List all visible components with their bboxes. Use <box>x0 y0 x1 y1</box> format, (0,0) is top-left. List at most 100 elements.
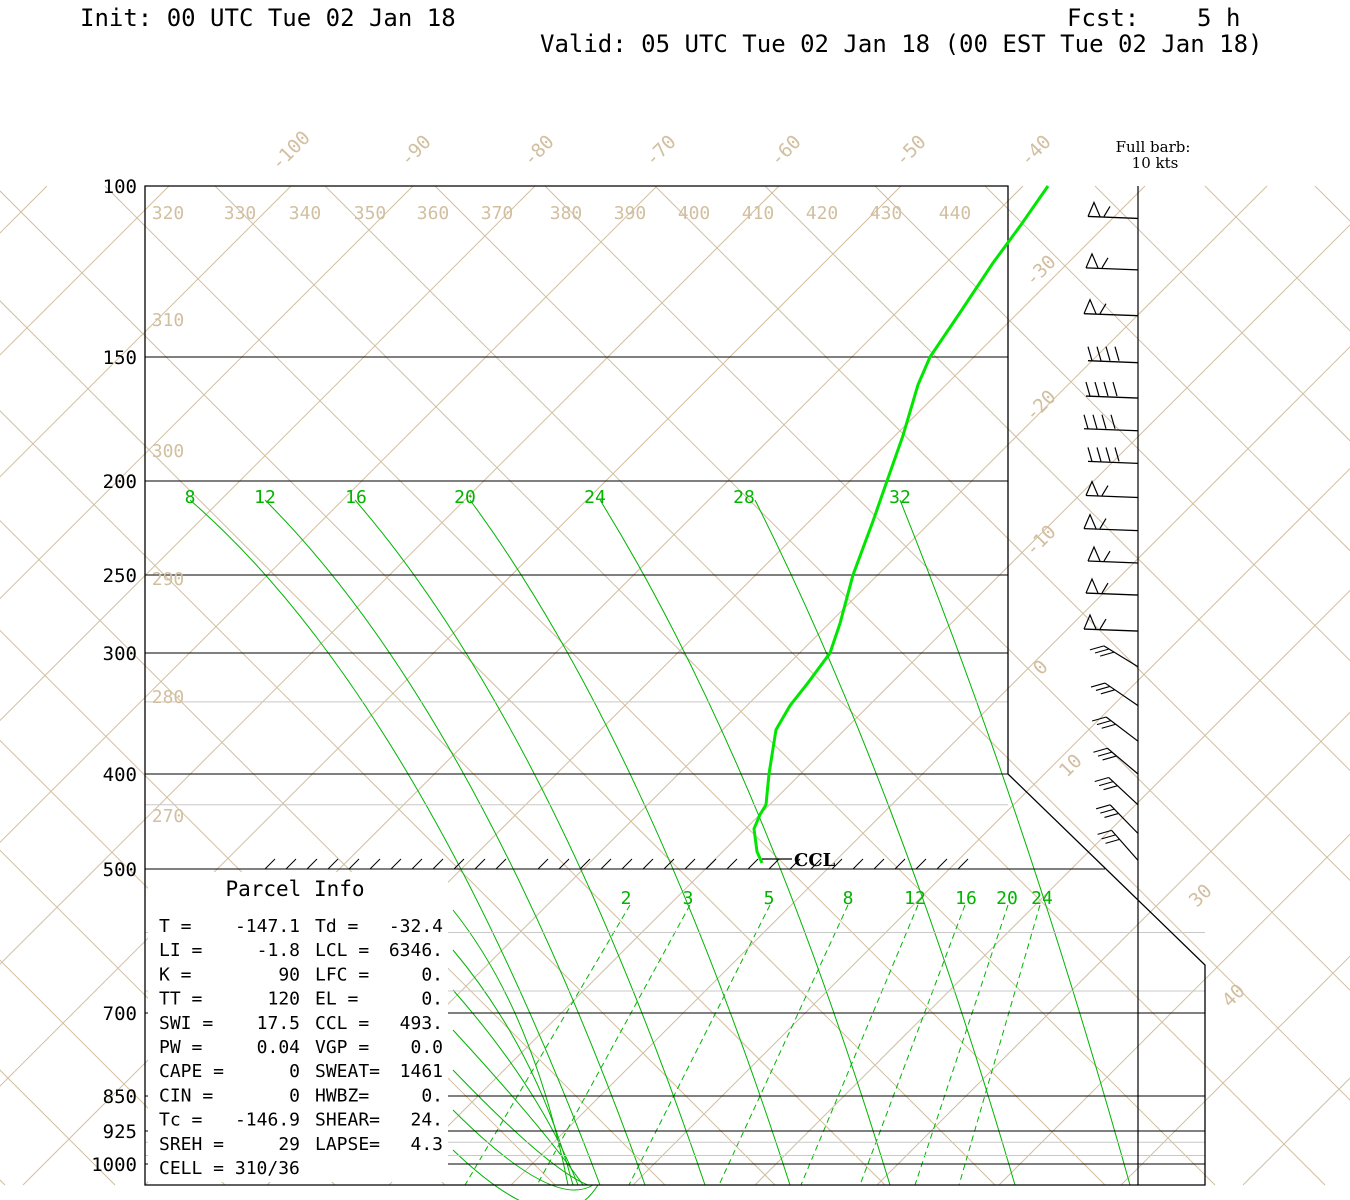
wind-barb <box>1083 513 1139 532</box>
moist-adiabat-curve <box>452 1069 589 1186</box>
dry-adiabat-line <box>0 1069 116 1186</box>
temperature-label: -10 <box>1021 521 1061 561</box>
mixing-ratio-line <box>859 904 966 1186</box>
barb-staff <box>1083 527 1139 532</box>
parcel-row-value: -147.1 <box>235 916 300 937</box>
barb-flag <box>1095 804 1111 810</box>
parcel-row-value: 0 <box>289 1085 300 1106</box>
barb-pennant <box>1085 252 1099 269</box>
mixing-ratio-label: 8 <box>185 487 196 508</box>
hatch-mark <box>621 858 633 870</box>
pressure-label: 100 <box>103 176 137 198</box>
moist-adiabat-curve <box>452 1149 599 1200</box>
parcel-row-label2: LAPSE= <box>315 1134 380 1155</box>
hatch-mark <box>453 858 465 870</box>
theta-label: 280 <box>152 687 185 708</box>
isotherm-line <box>388 224 1350 1186</box>
dry-adiabat-line <box>0 1179 6 1186</box>
parcel-row-value: -1.8 <box>257 940 300 961</box>
barb-flag <box>1104 812 1119 818</box>
parcel-row-label: TT = <box>159 989 203 1010</box>
hatch-mark <box>915 858 927 870</box>
theta-label: 440 <box>939 203 972 224</box>
barb-flag <box>1105 838 1120 844</box>
parcel-row-value: 0.04 <box>257 1037 300 1058</box>
parcel-row-label: CELL = 310/36 <box>159 1158 300 1179</box>
parcel-row-label: SREH = <box>159 1134 224 1155</box>
wind-barb <box>1083 613 1139 632</box>
mixing-ratio-line <box>628 904 771 1186</box>
wind-barb <box>1087 447 1139 465</box>
temperature-label: -60 <box>766 131 806 171</box>
barb-flag <box>1087 447 1093 462</box>
wind-barbs <box>1083 200 1139 861</box>
chart-frame <box>144 185 1206 1186</box>
parcel-row-value: 120 <box>267 989 300 1010</box>
wind-barb <box>1095 804 1139 834</box>
dry-adiabat-line <box>984 185 1350 552</box>
barb-flag <box>1100 808 1115 814</box>
barb-flag <box>1094 648 1110 654</box>
hatch-mark <box>852 858 864 870</box>
theta-label: 430 <box>870 203 903 224</box>
barb-flag <box>1103 206 1111 217</box>
dry-adiabat-line <box>1204 185 1350 332</box>
pressure-label: 500 <box>103 859 137 881</box>
temperature-label: -40 <box>1016 131 1056 171</box>
temperature-label: -70 <box>641 131 681 171</box>
parcel-row-value2: 0.0 <box>410 1037 443 1058</box>
barb-staff <box>1085 592 1139 596</box>
barb-flag <box>1114 447 1120 462</box>
wind-barb <box>1087 346 1139 364</box>
moist-adiabat-curve <box>189 499 601 1186</box>
parcel-row-value: 17.5 <box>257 1013 300 1034</box>
wind-barb <box>1083 298 1139 317</box>
hatch-mark <box>831 858 843 870</box>
parcel-row-label2: HWBZ= <box>315 1085 369 1106</box>
barb-staff <box>1083 428 1139 432</box>
wind-barb <box>1085 381 1139 399</box>
hatch-mark <box>537 858 549 870</box>
hatch-mark <box>789 858 801 870</box>
barb-staff <box>1087 460 1139 465</box>
barb-flag <box>1099 518 1107 529</box>
dry-adiabat-line <box>764 185 1350 772</box>
barb-flag <box>1094 776 1109 783</box>
wind-barb <box>1085 252 1139 271</box>
theta-label: 320 <box>152 203 185 224</box>
hatch-mark <box>663 858 675 870</box>
parcel-row-value2: 1461 <box>400 1061 443 1082</box>
barb-staff <box>1109 804 1139 834</box>
parcel-row-label: PW = <box>159 1037 203 1058</box>
barb-flag <box>1101 414 1107 429</box>
mixing-ratio-line <box>536 904 691 1186</box>
temperature-label: 10 <box>1055 750 1087 782</box>
barb-pennant <box>1083 513 1097 529</box>
dry-adiabat-line <box>0 410 776 1186</box>
mixing-ratio-label: 24 <box>584 487 606 508</box>
barb-flag <box>1085 381 1091 397</box>
barb-flag <box>1099 303 1107 314</box>
barb-flag <box>1099 651 1115 657</box>
dry-adiabat-line <box>0 190 996 1186</box>
wind-barb <box>1094 776 1139 806</box>
temperature-profile-line <box>752 185 1050 864</box>
hatch-mark <box>600 858 612 870</box>
parcel-row-label2: SWEAT= <box>315 1061 380 1082</box>
temperature-label: 30 <box>1185 880 1217 912</box>
wind-barb <box>1097 829 1139 861</box>
mixing-ratio-label: 12 <box>254 487 276 508</box>
barb-legend: Full barb: 10 kts <box>1116 138 1191 172</box>
isotherm-line <box>754 589 1350 1186</box>
barb-flag <box>1097 751 1113 757</box>
barb-flag <box>1112 381 1118 397</box>
pressure-label: 1000 <box>91 1154 137 1176</box>
moist-adiabat-curve <box>452 1029 584 1186</box>
pressure-label: 200 <box>103 471 137 493</box>
isotherm-line <box>876 711 1350 1186</box>
theta-label: 300 <box>152 441 185 462</box>
theta-label: 390 <box>614 203 647 224</box>
mixing-ratio-lines <box>189 499 1131 1200</box>
dry-adiabat-line <box>654 185 1350 882</box>
